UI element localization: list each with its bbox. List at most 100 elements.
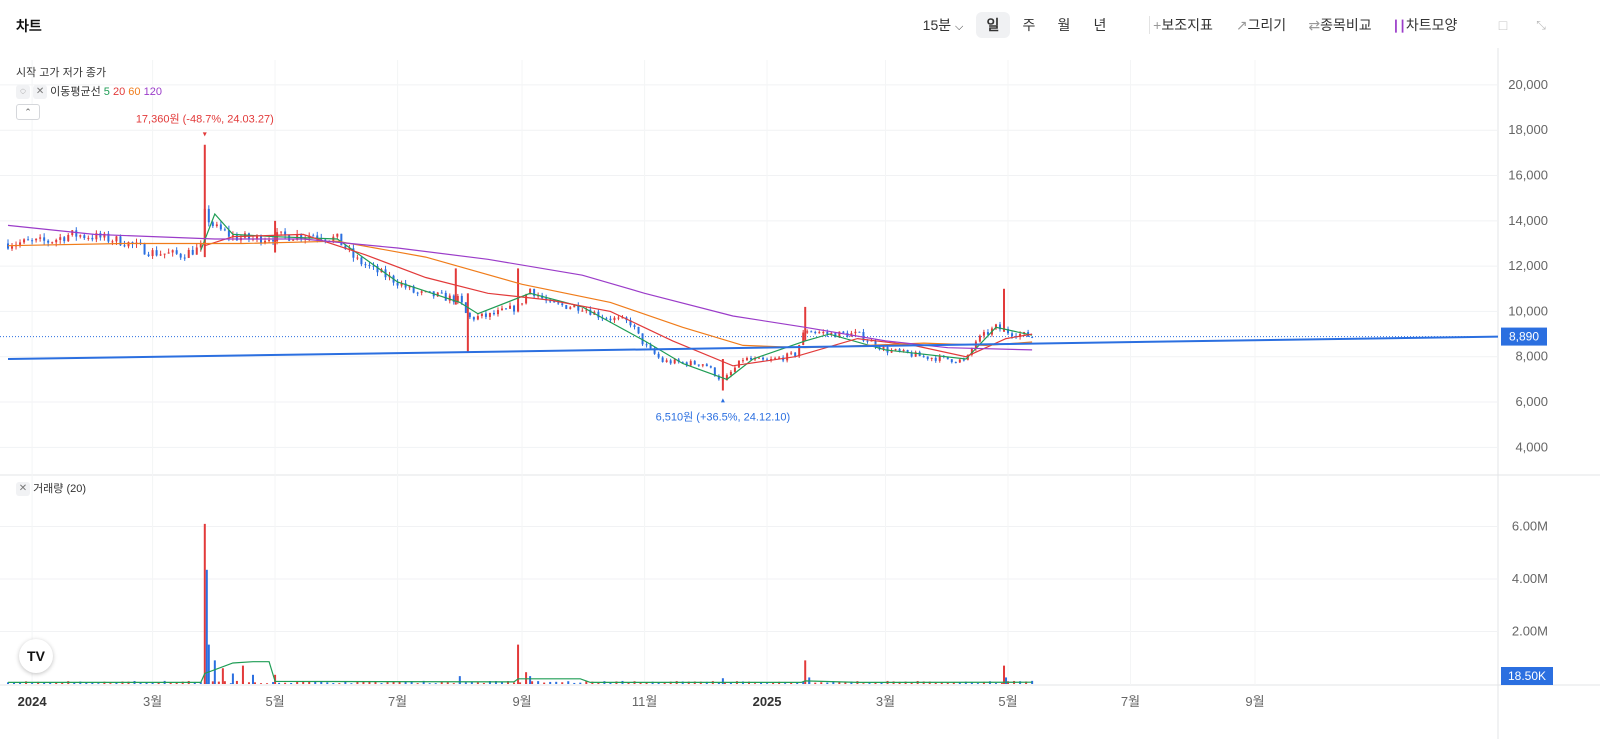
time-tick-label: 3월 xyxy=(876,694,895,709)
volume-bar xyxy=(804,660,807,684)
volume-bar xyxy=(350,683,353,684)
candle-body xyxy=(51,242,54,244)
volume-bar xyxy=(221,668,224,684)
candle-body xyxy=(480,313,483,317)
candle-body xyxy=(372,265,375,267)
volume-bar xyxy=(356,681,359,684)
volume-bar xyxy=(115,683,118,684)
candle-body xyxy=(653,348,656,354)
tradingview-logo[interactable]: TV xyxy=(19,639,53,673)
chevron-down-icon: ⌵ xyxy=(955,21,964,33)
volume-bar xyxy=(55,682,58,684)
close-icon[interactable]: ✕ xyxy=(16,482,30,497)
interval-select[interactable]: 15분 ⌵ xyxy=(918,12,968,38)
chart-style-button[interactable]: ┃┃차트모양 xyxy=(1391,12,1459,38)
volume-bar xyxy=(946,682,949,684)
volume-bar xyxy=(766,683,769,684)
price-tick-label: 12,000 xyxy=(1508,258,1548,273)
candle-body xyxy=(894,349,897,351)
candle-body xyxy=(115,236,118,242)
candle-body xyxy=(460,295,463,303)
drawing-button[interactable]: ↗그리기 xyxy=(1234,12,1288,38)
ma-120-label: 120 xyxy=(143,86,162,98)
candle-body xyxy=(219,224,222,230)
chevron-up-icon[interactable]: ⌃ xyxy=(16,104,40,120)
candle-body xyxy=(898,349,901,352)
volume-bar xyxy=(500,681,503,684)
value-badges: 8,890 18.50K xyxy=(1501,327,1553,685)
volume-bar xyxy=(760,682,763,684)
volume-bar xyxy=(976,683,979,684)
volume-bar xyxy=(880,682,883,684)
volume-bar xyxy=(579,682,582,684)
candle-body xyxy=(488,312,491,317)
candle-body xyxy=(513,305,516,312)
tab-period-week[interactable]: 주 xyxy=(1022,17,1036,33)
candle-body xyxy=(23,239,26,243)
candle-body xyxy=(428,291,431,293)
candle-body xyxy=(31,240,34,242)
close-icon[interactable]: ✕ xyxy=(33,85,48,100)
volume-bar xyxy=(1031,680,1034,684)
trash-icon[interactable]: □ xyxy=(1498,17,1508,33)
volume-bar xyxy=(531,681,534,684)
low-marker-icon: ▴ xyxy=(721,395,725,404)
candle-body xyxy=(665,360,668,362)
volume-bar xyxy=(193,682,196,684)
candle-body xyxy=(669,360,672,364)
candle-body xyxy=(444,292,447,301)
candle-body xyxy=(978,335,981,342)
price-tick-label: 6,000 xyxy=(1515,394,1548,409)
volume-bar xyxy=(205,569,208,684)
tab-period-day[interactable]: 일 xyxy=(976,12,1010,38)
candle-body xyxy=(749,357,752,360)
volume-bar xyxy=(49,682,52,684)
volume-bar xyxy=(446,682,449,684)
candle-body xyxy=(561,303,564,306)
volume-bar xyxy=(374,681,377,684)
time-tick-label: 11월 xyxy=(632,694,657,709)
candle-body xyxy=(970,348,973,355)
volume-bar xyxy=(296,681,299,684)
volume-bar xyxy=(386,682,389,684)
candle-body xyxy=(256,235,259,239)
volume-bar xyxy=(19,682,22,684)
high-annotation: 17,360원 (-48.7%, 24.03.27) xyxy=(136,113,274,126)
compare-button[interactable]: ⇄종목비교 xyxy=(1306,12,1374,38)
indicator-button[interactable]: +보조지표 xyxy=(1150,12,1216,38)
candle-body xyxy=(778,357,781,359)
volume-bar xyxy=(73,682,76,684)
candle-body xyxy=(464,302,467,313)
volume-bar xyxy=(440,681,443,684)
volume-bar xyxy=(434,683,437,684)
volume-bar xyxy=(31,683,34,684)
grid xyxy=(0,48,1600,739)
volume-bar xyxy=(326,682,329,684)
candle-body xyxy=(689,361,692,366)
candle-body xyxy=(7,243,9,249)
volume-bar xyxy=(517,644,520,684)
tab-period-month[interactable]: 월 xyxy=(1057,17,1071,33)
candle-body xyxy=(617,317,620,319)
chart-style-label: 차트모양 xyxy=(1405,17,1458,33)
candle-body xyxy=(223,229,226,231)
volume-bar xyxy=(470,681,473,684)
candle-body xyxy=(55,239,58,243)
volume-bar xyxy=(784,683,787,684)
volume-bar xyxy=(561,682,564,684)
volume-bar xyxy=(1003,665,1006,684)
collapse-icon[interactable]: ⤡ xyxy=(1536,18,1546,32)
candle-body xyxy=(111,241,114,243)
eye-off-icon[interactable]: ◌ xyxy=(16,85,30,100)
page-title: 차트 xyxy=(16,18,42,34)
volume-bar xyxy=(868,683,871,684)
candle-body xyxy=(774,358,777,360)
tab-period-year[interactable]: 년 xyxy=(1093,17,1107,33)
candle-body xyxy=(175,250,178,254)
candle-body xyxy=(930,357,933,359)
candle-body xyxy=(645,344,648,346)
candle-body xyxy=(882,347,885,350)
candle-body xyxy=(348,248,351,250)
top-toolbar: 차트 15분 ⌵ 일 주 월 년 +보조지표 ↗그리기 ⇄종목비교 ┃┃차트모양… xyxy=(0,0,1600,48)
